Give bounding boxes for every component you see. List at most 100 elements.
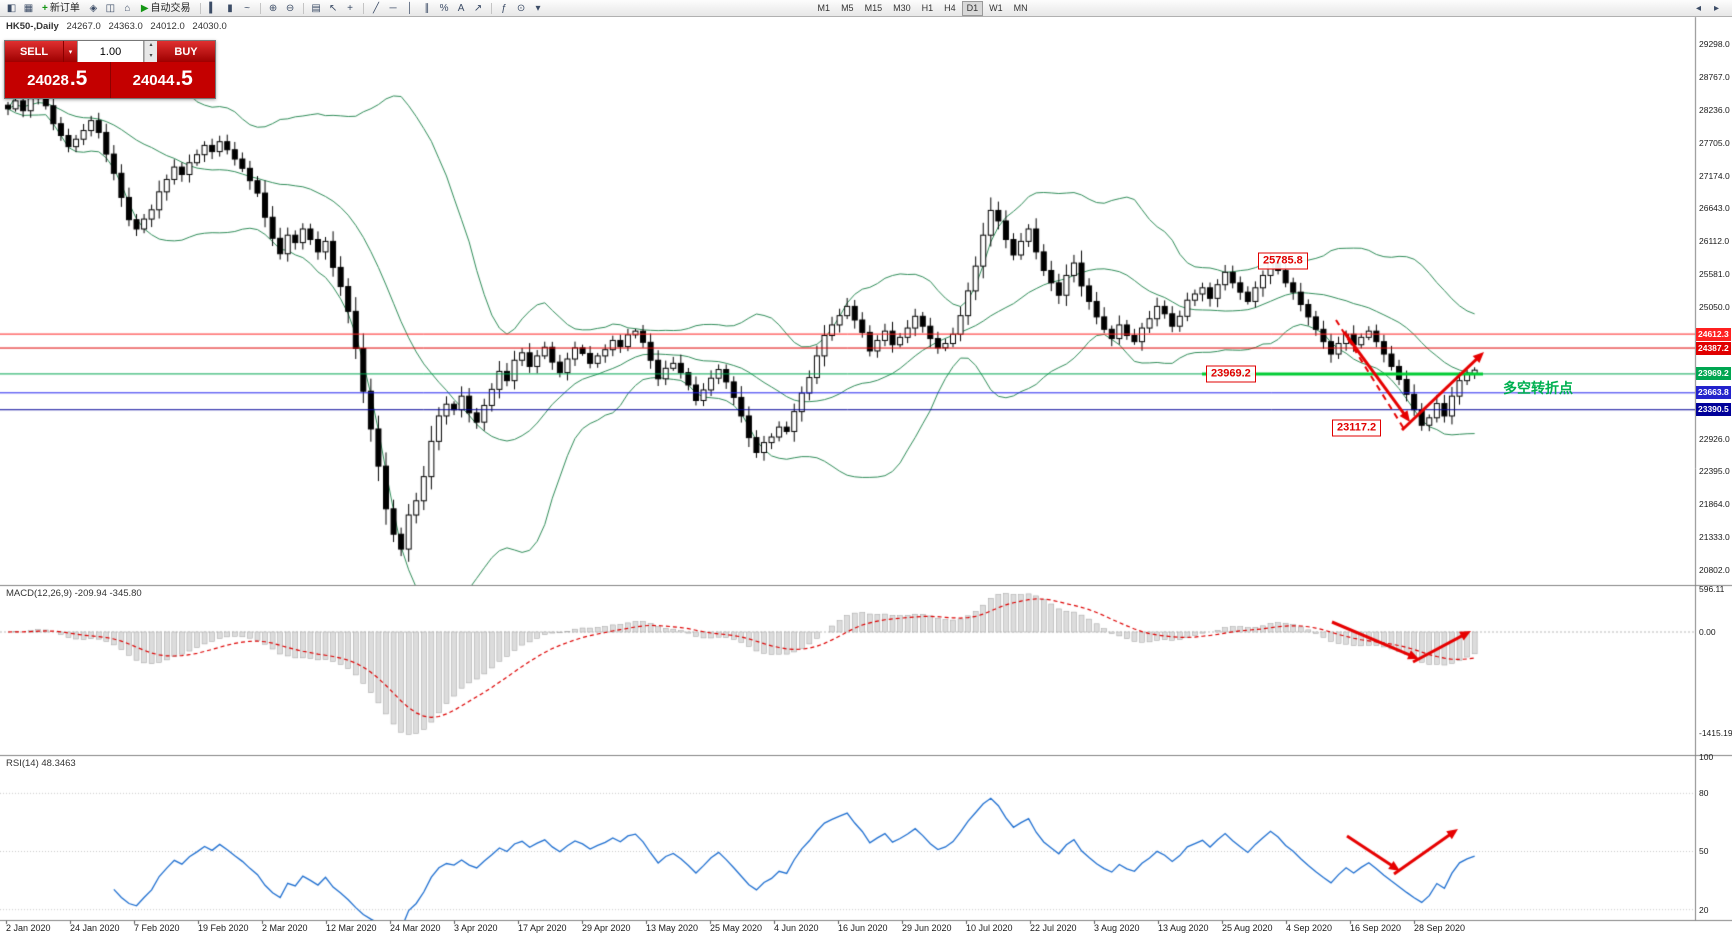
price-axis-label: 25050.0 [1699,302,1730,312]
price-axis-label: 26643.0 [1699,203,1730,214]
price-axis-label: 27174.0 [1699,170,1730,181]
date-label: 24 Mar 2020 [390,923,441,933]
timeframe-h4[interactable]: H4 [944,2,956,13]
price-axis-label: 22926.0 [1699,433,1730,444]
timeframe-m15[interactable]: M15 [864,2,883,13]
price-axis-label: 28767.0 [1699,71,1730,82]
candlestick-chart-icon[interactable]: ▮ [227,2,233,14]
market-watch-icon[interactable]: ◈ [89,2,98,14]
date-label: 16 Sep 2020 [1350,923,1402,933]
vertical-line-icon[interactable]: │ [406,2,414,14]
buy-price[interactable]: 24044 .5 [111,62,216,98]
one-click-trading-widget: SELL ▾ ▴ ▾ BUY 24028 .5 24044 .5 [4,40,216,99]
trendline-icon[interactable]: ╱ [373,2,380,14]
date-label: 19 Feb 2020 [198,923,249,933]
date-label: 2 Mar 2020 [262,923,308,933]
price-axis-label: 20802.0 [1699,565,1730,575]
autotrading-glyph: ▶ [140,2,149,14]
timeframe-h1[interactable]: H1 [921,2,934,13]
new-order-button[interactable]: + 新订单 [38,1,84,16]
timeframe-w1[interactable]: W1 [989,2,1003,13]
price-tag: 24612.3 [1696,327,1731,341]
profiles-icon[interactable]: ▦ [23,2,34,14]
volume-down-icon[interactable]: ▾ [149,52,153,59]
line-chart-icon[interactable]: ~ [244,2,250,14]
high-value: 24363.0 [108,21,143,32]
date-label: 10 Jul 2020 [966,923,1013,933]
zoom-in-icon[interactable]: ⊕ [268,2,278,14]
price-axis-label: 26112.0 [1699,236,1730,247]
date-label: 25 May 2020 [710,923,763,933]
date-label: 25 Aug 2020 [1222,923,1273,933]
autotrading-label: 自动交易 [150,2,191,14]
toolbar-separator [302,2,304,14]
date-label: 28 Sep 2020 [1414,923,1466,933]
chart-shift-icon[interactable]: ◂ [1695,2,1702,14]
date-label: 29 Jun 2020 [902,923,952,933]
volume-stepper: ▴ ▾ [144,41,157,62]
sell-dropdown-caret[interactable]: ▾ [63,41,77,62]
rsi-label: RSI(14) 48.3463 [6,758,76,769]
date-label: 24 Jan 2020 [70,923,120,933]
data-window-icon[interactable]: ◫ [105,2,116,14]
sell-button[interactable]: SELL [5,41,63,62]
sell-price[interactable]: 24028 .5 [5,62,111,98]
timeframe-m30[interactable]: M30 [893,2,911,13]
timeframe-m5[interactable]: M5 [841,2,854,13]
price-tag: 24387.2 [1696,341,1731,355]
price-tag: 23390.5 [1696,403,1731,417]
templates-icon[interactable]: ▾ [535,2,541,14]
cursor-icon[interactable]: ↖ [328,2,338,14]
tile-windows-icon[interactable]: ▤ [311,2,321,14]
macd-panel-region[interactable] [0,586,1695,755]
date-label: 12 Mar 2020 [326,923,377,933]
toolbar-items: ◧ ▦ + 新订单 ◈ ◫ ⌂ ▶ 自动交易 ▍ ▮ ~ ⊕ ⊖ ▤ ↖ + ╱ ─ │ ∥% A ↗ ƒ ⊙ ▾ [4,1,546,16]
navigator-icon[interactable]: ⌂ [124,2,131,14]
arrow-objects-icon[interactable]: ↗ [473,2,483,14]
timeframe-d1[interactable]: D1 [961,0,984,16]
date-label: 29 Apr 2020 [582,923,631,933]
macd-axis-label: 596.11 [1699,584,1725,594]
periods-icon[interactable]: ⊙ [516,2,526,14]
auto-scroll-icon[interactable]: ▸ [1713,2,1720,14]
toolbar-separator [362,2,364,14]
date-label: 7 Feb 2020 [134,923,180,933]
indicators-icon[interactable]: ƒ [501,2,507,14]
timeframe-m1[interactable]: M1 [817,2,831,13]
order-controls-row: SELL ▾ ▴ ▾ BUY [5,41,215,62]
macd-axis-label: 0.00 [1699,627,1716,637]
crosshair-icon[interactable]: + [347,2,353,14]
volume-input[interactable] [78,41,143,62]
price-tag: 23969.2 [1696,367,1731,381]
fibonacci-icon[interactable]: % [439,2,449,14]
autotrading-button[interactable]: ▶ 自动交易 [137,1,195,16]
price-annotation-label: 25785.8 [1258,252,1308,270]
buy-button[interactable]: BUY [157,41,215,62]
date-label: 17 Apr 2020 [518,923,567,933]
date-label: 3 Aug 2020 [1094,923,1140,933]
volume-up-icon[interactable]: ▴ [149,42,153,48]
rsi-axis-label: 100 [1699,752,1714,762]
date-label: 4 Sep 2020 [1286,923,1333,933]
rsi-axis-label: 80 [1699,788,1709,798]
price-axis-label: 22395.0 [1699,466,1730,477]
volume-box [77,41,144,62]
text-label-icon[interactable]: A [457,2,465,14]
price-display-row: 24028 .5 24044 .5 [5,62,215,98]
date-label: 3 Apr 2020 [454,923,498,933]
sell-price-main: 24028 [27,72,69,89]
new-chart-icon[interactable]: ◧ [6,2,17,14]
rsi-axis-label: 50 [1699,846,1709,856]
equidistant-channel-icon[interactable]: ∥ [424,2,430,14]
horizontal-line-icon[interactable]: ─ [389,2,397,14]
zoom-out-icon[interactable]: ⊖ [285,2,295,14]
toolbar-right-icons: ◂ ▸ [1691,1,1724,16]
rsi-panel-region[interactable] [0,756,1695,920]
main-chart-region[interactable] [0,17,1695,585]
bar-chart-icon[interactable]: ▍ [209,2,217,14]
date-label: 22 Jul 2020 [1030,923,1077,933]
timeframe-mn[interactable]: MN [1013,2,1028,13]
rsi-axis-label: 20 [1699,905,1709,915]
